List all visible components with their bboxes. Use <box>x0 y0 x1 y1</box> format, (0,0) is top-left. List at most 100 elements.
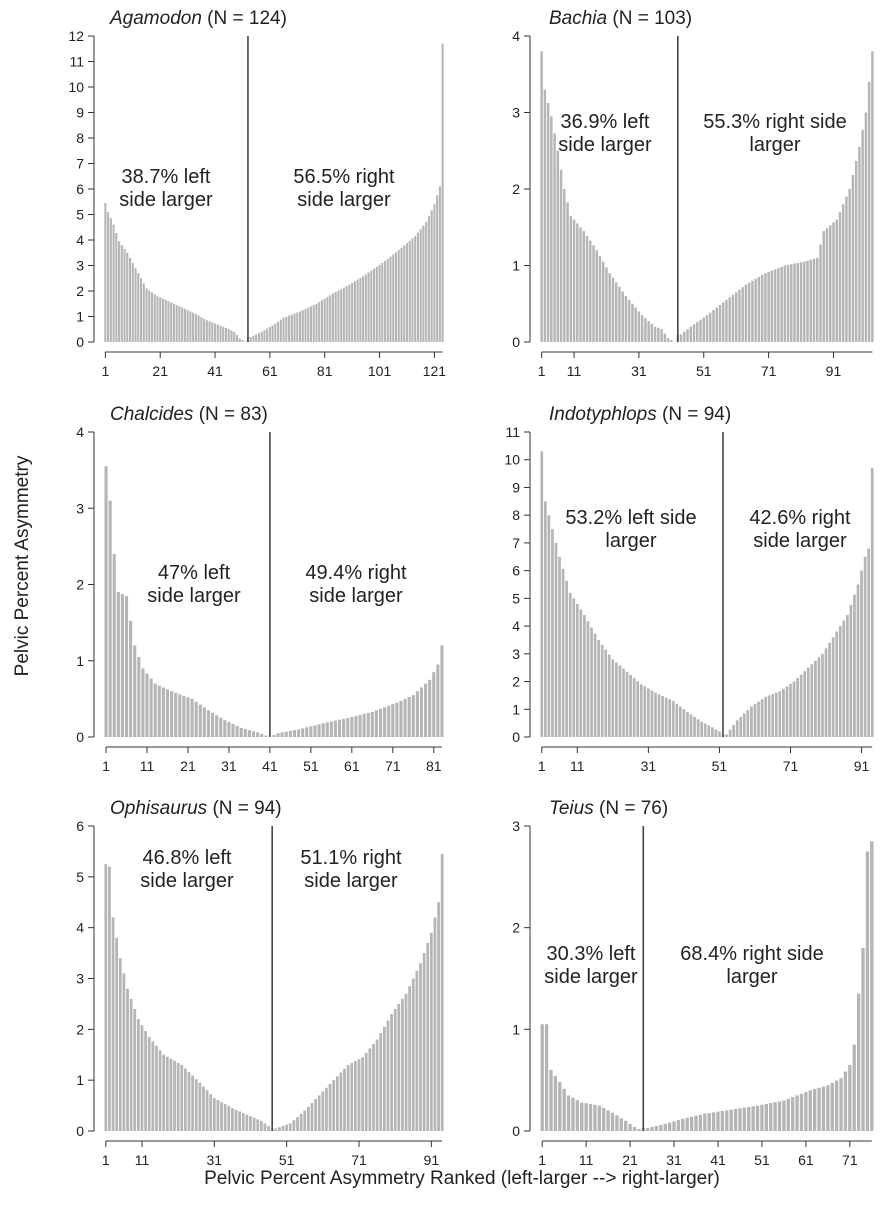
bar <box>224 327 228 342</box>
bar <box>312 305 315 342</box>
bar <box>335 1076 339 1131</box>
bar <box>173 1060 176 1131</box>
bar <box>685 1117 689 1131</box>
bar <box>809 259 812 342</box>
bar <box>293 313 296 342</box>
bar <box>126 252 129 342</box>
bar <box>597 1105 601 1131</box>
y-tick-label: 5 <box>512 590 520 606</box>
bar <box>629 674 632 737</box>
y-tick-label: 11 <box>505 424 520 440</box>
bar <box>624 1120 628 1131</box>
y-tick-label: 2 <box>76 283 84 299</box>
bar <box>718 305 722 342</box>
bar <box>310 1103 314 1131</box>
y-tick-label: 6 <box>512 563 520 579</box>
bar <box>252 335 255 343</box>
bar <box>622 668 625 737</box>
x-tick-label: 51 <box>696 363 712 379</box>
bar <box>543 89 547 342</box>
bar <box>689 326 693 342</box>
bar <box>660 329 663 342</box>
y-tick-label: 0 <box>76 334 84 350</box>
bar <box>326 296 329 342</box>
bar <box>676 1120 681 1131</box>
bar <box>440 645 444 737</box>
bar <box>583 615 586 737</box>
bar <box>257 333 260 342</box>
bar <box>350 716 354 737</box>
bar <box>814 660 817 737</box>
bar <box>281 1125 285 1131</box>
bar <box>123 248 126 342</box>
bar <box>799 1093 804 1131</box>
bar <box>205 320 208 342</box>
bar <box>429 932 433 1131</box>
x-tick-label: 1 <box>538 363 546 379</box>
bar <box>408 986 412 1132</box>
x-tick-label: 11 <box>567 363 582 379</box>
bar <box>296 312 299 342</box>
bar <box>576 223 579 342</box>
right-side-note: side larger <box>297 189 391 211</box>
right-side-note: 51.1% right <box>300 847 402 869</box>
bar <box>790 264 793 342</box>
bar <box>172 303 175 342</box>
bar <box>118 958 122 1131</box>
bar <box>441 43 444 343</box>
left-side-note: 36.9% left <box>561 111 650 133</box>
bar <box>167 301 170 342</box>
right-side-note: side larger <box>304 870 398 892</box>
y-tick-label: 8 <box>512 507 520 523</box>
bar <box>558 1082 562 1131</box>
bar <box>760 275 764 342</box>
y-tick-label: 0 <box>76 1123 84 1139</box>
y-tick-label: 10 <box>68 79 84 95</box>
bar <box>227 722 231 737</box>
bar <box>277 321 280 342</box>
bar <box>679 334 683 342</box>
bar <box>375 1039 379 1131</box>
y-tick-label: 9 <box>512 479 520 495</box>
bar <box>155 1045 158 1131</box>
bar <box>696 322 699 342</box>
bar <box>430 210 433 342</box>
bar <box>408 240 411 342</box>
bar <box>245 1114 249 1131</box>
bar <box>282 317 285 342</box>
bar <box>411 238 414 342</box>
bar <box>184 1068 187 1131</box>
x-tick-label: 61 <box>344 758 360 774</box>
bar <box>181 307 184 342</box>
bar <box>803 261 806 342</box>
bar <box>568 592 572 737</box>
bar <box>709 312 712 342</box>
x-tick-label: 11 <box>140 758 155 774</box>
x-tick-label: 21 <box>622 1152 638 1168</box>
bar <box>383 707 387 737</box>
bar <box>867 81 871 343</box>
bar <box>231 1108 234 1132</box>
bar <box>386 1020 390 1131</box>
bar <box>817 657 821 737</box>
bar <box>241 339 244 342</box>
bar <box>144 1031 147 1131</box>
bar <box>263 330 266 342</box>
bar <box>631 303 634 342</box>
bar <box>828 225 832 342</box>
left-side-note: 38.7% left <box>122 166 211 188</box>
bar <box>647 688 650 737</box>
bar <box>367 272 370 342</box>
bar <box>288 1123 292 1132</box>
x-tick-label: 101 <box>368 363 392 379</box>
bar <box>689 1116 694 1131</box>
bar <box>320 300 324 342</box>
bar <box>769 1103 773 1131</box>
y-tick-label: 2 <box>76 1021 84 1037</box>
bar <box>137 273 140 342</box>
bar <box>835 219 838 342</box>
bar <box>579 609 583 737</box>
y-tick-label: 5 <box>76 207 84 223</box>
